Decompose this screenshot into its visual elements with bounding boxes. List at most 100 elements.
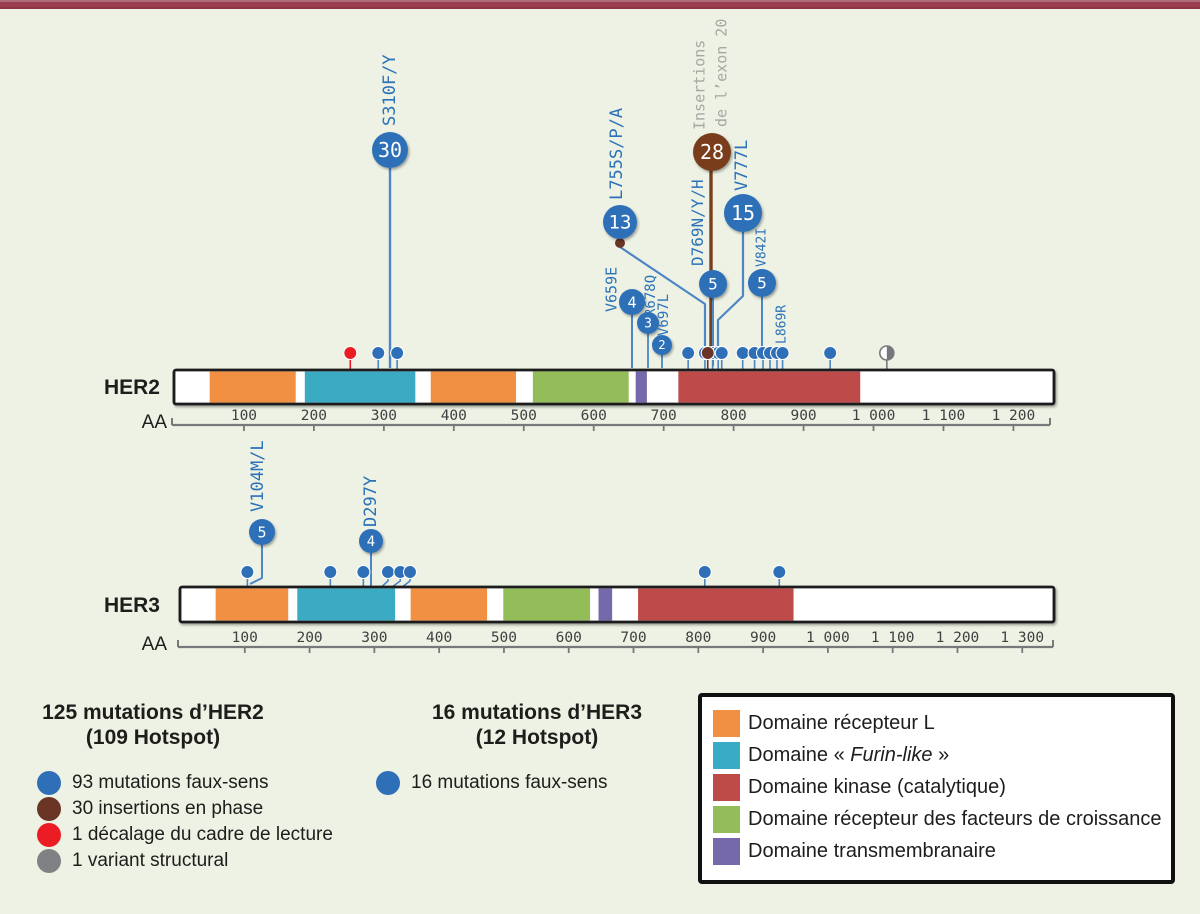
her3-axis-tick-label: 200: [296, 630, 322, 646]
her2-diagram: 100 200 300 400 500 600 700 800 900 1 000 1 100 1 2…: [104, 19, 1056, 433]
callout-v842-count-circle: [748, 269, 776, 297]
legend-item-missense: 16 mutations faux-sens: [376, 770, 704, 795]
her3-mutation-dot: [356, 564, 371, 580]
callout-d769-count-circle: [699, 270, 727, 298]
her2-legend-title-line2: (109 Hotspot): [85, 726, 221, 749]
callout-r678-count: 3: [644, 317, 652, 332]
callout-s310-count: 30: [378, 138, 402, 162]
her2-mutations-legend: 125 mutations d’HER2 (109 Hotspot) 93 mu…: [20, 700, 333, 873]
callout-v777-label: V777L: [732, 140, 752, 191]
legend-item-label: Domaine kinase (catalytique): [748, 776, 1006, 798]
her3-legend-title-line1: 16 mutations d’HER3: [431, 701, 643, 724]
legend-item-transmembrane: Domaine transmembranaire: [713, 838, 1171, 865]
legend-item-receptor-l: Domaine récepteur L: [713, 710, 1171, 737]
her2-axis-tick-label: 400: [441, 408, 467, 424]
her3-mutation-dot: [240, 564, 255, 580]
legend-item-insertions: 30 insertions en phase: [37, 796, 286, 821]
callout-v659-count: 4: [627, 293, 636, 311]
her3-protein-label: HER3: [104, 594, 160, 617]
label-suffix: »: [932, 744, 950, 766]
her3-domain-receptor-l-1: [215, 588, 289, 621]
her2-axis-tick-label: 700: [651, 408, 677, 424]
callout-l755-anchor-dot: [615, 238, 625, 248]
callout-d769-label: D769N/Y/H: [688, 179, 707, 266]
her2-domain-receptor-l-1: [209, 371, 296, 403]
her3-axis-unit-label: AA: [142, 634, 168, 655]
her3-axis-tick-label: 1 100: [871, 630, 915, 646]
her2-mutation-dot: [681, 345, 696, 361]
her2-mutation-dot: [823, 345, 838, 361]
her3-domain-receptor-l-2: [410, 588, 488, 621]
her3-domain-furin-like: [297, 588, 396, 621]
her2-mutation-dot: [700, 345, 715, 361]
domains-legend-box: Domaine récepteur L Domaine « Furin-like…: [698, 693, 1175, 884]
her3-mutation-dot: [697, 564, 712, 580]
callout-d297-count-circle: [359, 529, 383, 553]
her2-axis-tick-label: 800: [721, 408, 747, 424]
her2-legend-items: 93 mutations faux-sens 30 insertions en …: [20, 770, 333, 873]
her2-axis-tick-label: 600: [581, 408, 607, 424]
her3-axis-tick-label: 700: [620, 630, 646, 646]
callout-ins-exon20-count: 28: [700, 140, 724, 164]
growth-factor-swatch-icon: [713, 806, 740, 833]
her3-diagram: 100 200 300 400 500 600 700 800 900 1 000 1 100 1 2…: [104, 440, 1056, 655]
her2-protein-label: HER2: [104, 376, 160, 399]
callout-v777-count: 15: [731, 201, 755, 225]
callout-v777-count-circle: [724, 194, 762, 232]
top-border-bar: [0, 0, 1200, 9]
legend-item-structural: 1 variant structural: [37, 848, 286, 873]
legend-item-label: Domaine transmembranaire: [748, 840, 996, 862]
her3-axis-tick-label: 500: [491, 630, 517, 646]
legend-item-label: Domaine « Furin-like »: [748, 744, 949, 767]
her2-axis-tick-label: 300: [371, 408, 397, 424]
callout-d297-label: D297Y: [361, 476, 381, 527]
her3-protein-bar: [178, 585, 1056, 624]
her3-mutation-dot: [772, 564, 787, 580]
callout-d297-count: 4: [367, 534, 375, 550]
her3-mutation-dot: [402, 564, 418, 580]
her2-structural-variant-half: [886, 346, 894, 360]
her3-axis-tick-label: 800: [685, 630, 711, 646]
legend-item-label: 30 insertions en phase: [72, 797, 264, 819]
her2-mutation-dot: [714, 345, 729, 361]
callout-v842-label: V842I: [755, 228, 770, 267]
callout-l755-count: 13: [609, 212, 632, 234]
her2-mutation-dot: [775, 345, 790, 361]
her2-domain-receptor-l-2: [430, 371, 517, 403]
legend-item-label: 16 mutations faux-sens: [411, 771, 608, 793]
callout-v842-count: 5: [757, 274, 767, 293]
frameshift-dot-icon: [37, 822, 61, 847]
callout-s310-label: S310F/Y: [380, 54, 400, 126]
her2-mutation-dot: [343, 345, 358, 361]
callout-v777-line: [716, 232, 745, 350]
her3-axis-tick-label: 600: [556, 630, 582, 646]
label-prefix: Domaine «: [748, 744, 851, 766]
legend-item-furin-like: Domaine « Furin-like »: [713, 742, 1171, 769]
her3-mutations-legend: 16 mutations d’HER3 (12 Hotspot) 16 muta…: [370, 700, 704, 795]
callout-l755-count-circle: [603, 205, 637, 239]
callout-v697-label: V697L: [656, 294, 672, 336]
her3-mutation-dot: [323, 564, 338, 580]
legend-item-frameshift: 1 décalage du cadre de lecture: [37, 822, 333, 847]
her3-axis-tick-label: 900: [750, 630, 776, 646]
her3-axis: 100 200 300 400 500 600 700 800 900 1 000 1 100 1 2…: [177, 630, 1054, 653]
legend-item-label: Domaine récepteur des facteurs de croiss…: [748, 808, 1162, 830]
her2-domain-growth-factor-receptor: [532, 371, 629, 403]
callout-v659-count-circle: [619, 289, 645, 315]
missense-dot-icon: [37, 770, 61, 795]
her2-axis-tick-label: 1 000: [852, 408, 896, 424]
callout-l755-line: [619, 246, 707, 350]
her3-domain-growth-factor-receptor: [503, 588, 591, 621]
callout-r678-label: R678Q: [643, 275, 659, 317]
her2-axis-tick-label: 1 200: [992, 408, 1036, 424]
her2-axis-tick-label: 500: [511, 408, 537, 424]
her3-domain-kinase: [638, 588, 794, 621]
receptor-l-swatch-icon: [713, 710, 740, 737]
callout-r678-count-circle: [637, 312, 659, 334]
her3-axis-tick-label: 1 300: [1000, 630, 1044, 646]
callout-l869-label: L869R: [775, 305, 790, 344]
her2-axis-tick-label: 200: [301, 408, 327, 424]
legend-item-label: Domaine récepteur L: [748, 712, 935, 734]
her3-axis-tick-label: 1 000: [806, 630, 850, 646]
her3-axis-tick-label: 1 200: [936, 630, 980, 646]
